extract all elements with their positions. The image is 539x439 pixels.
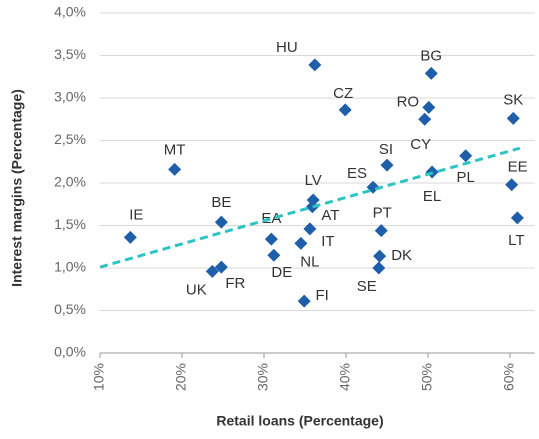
y-tick-label: 4,0% xyxy=(54,4,86,20)
point-label: DE xyxy=(271,264,292,281)
point xyxy=(303,222,317,236)
point xyxy=(373,249,387,263)
x-tick-label: 50% xyxy=(419,363,435,391)
point xyxy=(422,100,436,114)
x-axis-title: Retail loans (Percentage) xyxy=(216,413,383,429)
point-label: EL xyxy=(423,188,441,205)
y-tick-label: 1,0% xyxy=(54,259,86,275)
y-tick-label: 0,0% xyxy=(54,344,86,360)
x-tick-label: 30% xyxy=(255,363,271,391)
point-label: FI xyxy=(316,287,329,304)
point-label: MT xyxy=(164,141,186,158)
point-label: IE xyxy=(129,206,143,223)
x-tick-label: 60% xyxy=(501,363,517,391)
y-tick-label: 2,0% xyxy=(54,174,86,190)
point xyxy=(372,261,386,275)
point-label: RO xyxy=(397,93,420,110)
y-tick-label: 3,5% xyxy=(54,46,86,62)
point-label: IT xyxy=(321,233,334,250)
point-label: SK xyxy=(503,91,523,108)
x-tick-label: 40% xyxy=(337,363,353,391)
point xyxy=(305,200,319,214)
point-label: CZ xyxy=(333,85,353,102)
point-label: LT xyxy=(508,232,524,249)
point-label: EE xyxy=(508,159,528,176)
point-label: HU xyxy=(276,39,298,56)
point xyxy=(294,236,308,250)
point xyxy=(214,260,228,274)
point-label: UK xyxy=(186,281,207,298)
point-label: SE xyxy=(357,278,377,295)
point xyxy=(168,162,182,176)
trendline xyxy=(99,146,521,269)
point xyxy=(338,103,352,117)
point-label: ES xyxy=(347,165,367,182)
point xyxy=(510,211,524,225)
y-tick-label: 0,5% xyxy=(54,301,86,317)
point-label: EA xyxy=(261,210,281,227)
point xyxy=(424,66,438,80)
point-label: LV xyxy=(305,172,322,189)
point xyxy=(506,111,520,125)
point-label: SI xyxy=(379,141,393,158)
point-label: FR xyxy=(225,275,245,292)
point-label: BE xyxy=(211,194,231,211)
point xyxy=(374,224,388,238)
y-tick-label: 3,0% xyxy=(54,89,86,105)
point xyxy=(264,232,278,246)
point xyxy=(267,248,281,262)
point-label: DK xyxy=(391,247,412,264)
point-label: AT xyxy=(321,207,339,224)
point xyxy=(505,178,519,192)
point-label: PT xyxy=(373,205,392,222)
y-axis-title: Interest margins (Percentage) xyxy=(9,89,25,287)
point xyxy=(418,112,432,126)
point-label: BG xyxy=(420,47,442,64)
x-tick-label: 10% xyxy=(91,363,107,391)
y-tick-label: 2,5% xyxy=(54,131,86,147)
y-tick-label: 1,5% xyxy=(54,216,86,232)
point-label: PL xyxy=(457,169,475,186)
point xyxy=(205,264,219,278)
point xyxy=(297,294,311,308)
point xyxy=(308,58,322,72)
point xyxy=(380,158,394,172)
point-label: CY xyxy=(410,136,431,153)
point xyxy=(459,149,473,163)
point-label: NL xyxy=(300,253,319,270)
point xyxy=(123,230,137,244)
x-tick-label: 20% xyxy=(173,363,189,391)
point xyxy=(214,215,228,229)
